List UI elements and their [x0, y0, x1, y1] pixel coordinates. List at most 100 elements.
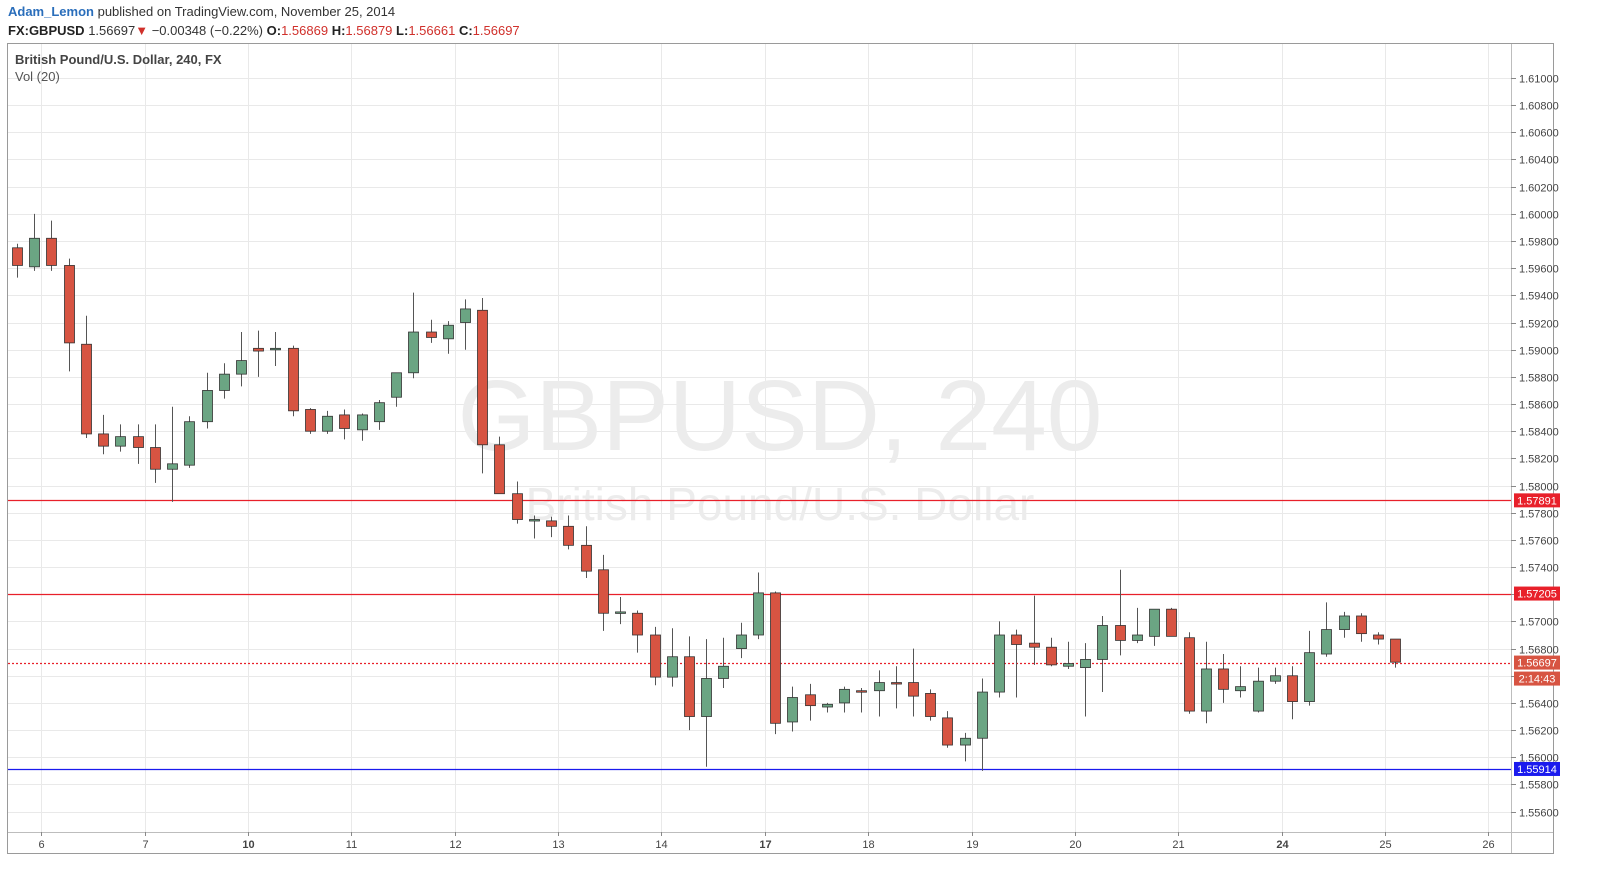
candle-body [236, 360, 247, 375]
candles [12, 213, 1401, 771]
down-arrow-icon: ▼ [135, 23, 149, 38]
candle-body [339, 414, 350, 429]
y-tick-label: 1.57000 [1519, 617, 1559, 629]
candle-body [770, 592, 781, 724]
candle-body [1390, 638, 1401, 663]
bar-countdown: 2:14:43 [1519, 674, 1556, 686]
candle-body [942, 717, 953, 746]
candle-body [512, 493, 523, 520]
candle-body [357, 414, 368, 431]
y-tick-label: 1.56400 [1519, 699, 1559, 711]
candle-body [1235, 686, 1246, 692]
candle-body [787, 697, 798, 723]
candle-body [874, 682, 885, 692]
author-link[interactable]: Adam_Lemon [8, 4, 94, 19]
series-title: British Pound/U.S. Dollar, 240, FX [15, 52, 222, 67]
quote-line: FX:GBPUSD 1.56697▼ −0.00348 (−0.22%) O:1… [8, 21, 1598, 40]
candle-body [219, 373, 230, 391]
y-tick-label: 1.59400 [1519, 291, 1559, 303]
candle-body [443, 324, 454, 340]
candle-body [1080, 659, 1091, 669]
price-axis[interactable]: 1.61000 1.60800 1.60600 1.60400 1.60200 1.600… [1511, 74, 1559, 820]
candle-body [1339, 615, 1350, 630]
x-tick-label: 17 [759, 839, 771, 851]
candle-body [426, 331, 437, 338]
candle-body [684, 656, 695, 717]
price-label-resistance-upper-bg [1514, 493, 1560, 508]
candle-body [64, 265, 75, 344]
candle-body [81, 343, 92, 435]
candle-body [253, 347, 264, 352]
x-tick-label: 10 [242, 839, 254, 851]
candle-body [546, 520, 557, 527]
y-tick-label: 1.58800 [1519, 373, 1559, 385]
candle-body [1166, 608, 1177, 637]
price-label-support: 1.55914 [1517, 764, 1557, 776]
price-label-last: 1.56697 [1517, 658, 1557, 670]
low-label: L: [396, 23, 409, 38]
candle-body [891, 682, 902, 685]
x-tick-label: 18 [862, 839, 874, 851]
x-tick-label: 20 [1069, 839, 1081, 851]
y-tick-label: 1.59600 [1519, 264, 1559, 276]
candle-body [1253, 680, 1264, 712]
y-tick-label: 1.58400 [1519, 427, 1559, 439]
price-label-last-bg [1514, 655, 1560, 670]
candle-body [12, 247, 23, 266]
candle-body [1063, 663, 1074, 667]
candle-body [1218, 668, 1229, 690]
candle-body [736, 634, 747, 649]
y-tick-label: 1.59000 [1519, 346, 1559, 358]
x-tick-label: 6 [38, 839, 44, 851]
candle-body [305, 409, 316, 432]
y-tick-label: 1.56200 [1519, 726, 1559, 738]
candle-body [822, 703, 833, 708]
candle-body [1149, 608, 1160, 637]
candle-body [1029, 642, 1040, 648]
candle-body [563, 525, 574, 546]
y-tick-label: 1.59800 [1519, 237, 1559, 249]
candle-body [994, 634, 1005, 693]
volume-indicator-label[interactable]: Vol (20) [15, 69, 60, 84]
candle-body [115, 436, 126, 447]
last-price: 1.56697 [88, 23, 136, 38]
candle-body [805, 694, 816, 707]
watermark-symbol: GBPUSD, 240 [458, 360, 1103, 472]
candle-body [477, 309, 488, 446]
candle-body [184, 421, 195, 466]
symbol-label: FX:GBPUSD [8, 23, 85, 38]
low-value: 1.56661 [408, 23, 456, 38]
candle-body [1201, 668, 1212, 712]
candle-body [1321, 629, 1332, 655]
high-value: 1.56879 [345, 23, 393, 38]
candle-body [529, 519, 540, 522]
chart-grid [8, 44, 1511, 832]
candle-body [1270, 675, 1281, 682]
candle-body [839, 688, 850, 704]
candle-body [718, 665, 729, 679]
y-tick-label: 1.56000 [1519, 753, 1559, 765]
price-label-support-bg [1514, 761, 1560, 776]
x-tick-label: 21 [1172, 839, 1184, 851]
candle-body [167, 463, 178, 470]
candle-body [29, 237, 40, 268]
candle-body [202, 390, 213, 423]
x-tick-label: 11 [346, 839, 357, 851]
candle-body [1287, 675, 1298, 702]
watermark-description: British Pound/U.S. Dollar [526, 478, 1035, 530]
candle-body [270, 347, 281, 351]
candle-body [960, 737, 971, 746]
candle-body [615, 611, 626, 614]
time-axis[interactable]: 6 7 10 11 12 13 14 17 18 19 20 21 24 25 26 [38, 832, 1495, 851]
x-tick-label: 26 [1482, 839, 1494, 851]
candle-body [1184, 637, 1195, 712]
publish-info: published on TradingView.com, November 2… [97, 4, 396, 19]
candle-body [701, 678, 712, 717]
candle-body [150, 447, 161, 470]
y-tick-label: 1.60200 [1519, 183, 1559, 195]
candle-body [925, 693, 936, 717]
candle-body [908, 682, 919, 697]
price-line-labels: 1.57891 1.57205 1.56697 2:14:43 1.55914 [1514, 493, 1560, 776]
candle-body [667, 656, 678, 678]
